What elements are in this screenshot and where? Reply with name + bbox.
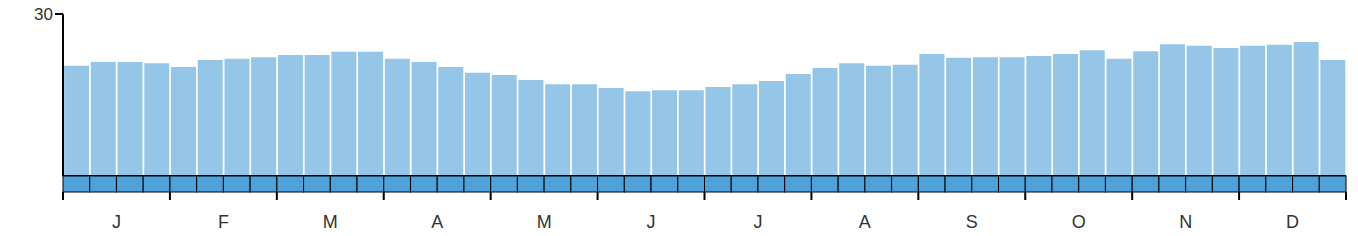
svg-text:O: O — [1072, 212, 1086, 232]
svg-text:A: A — [431, 212, 443, 232]
svg-text:M: M — [537, 212, 552, 232]
svg-text:J: J — [112, 212, 121, 232]
svg-text:30: 30 — [34, 5, 53, 24]
svg-text:S: S — [966, 212, 978, 232]
svg-text:N: N — [1179, 212, 1192, 232]
svg-text:M: M — [323, 212, 338, 232]
svg-text:F: F — [218, 212, 229, 232]
svg-text:J: J — [753, 212, 762, 232]
svg-text:A: A — [859, 212, 871, 232]
svg-text:J: J — [647, 212, 656, 232]
svg-text:D: D — [1286, 212, 1299, 232]
